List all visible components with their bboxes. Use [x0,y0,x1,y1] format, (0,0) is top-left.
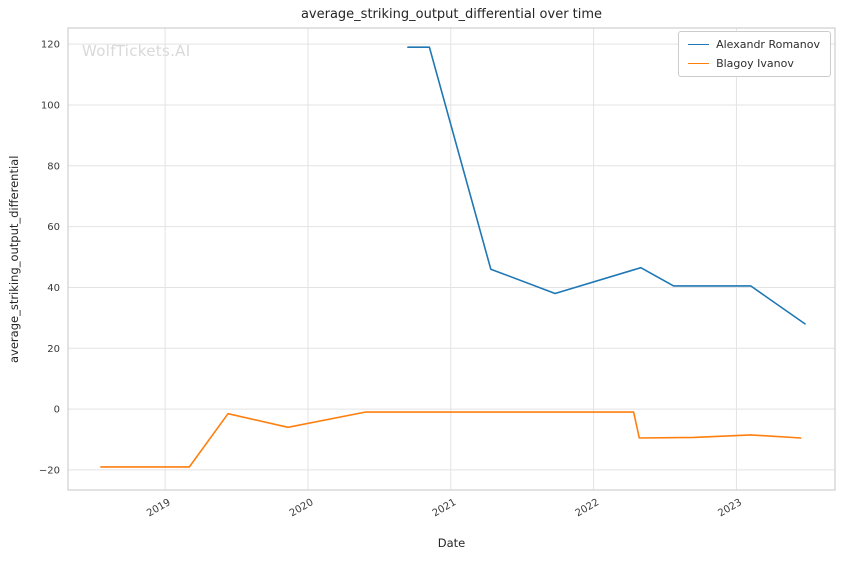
svg-text:−20: −20 [39,465,60,476]
legend-label: Alexandr Romanov [716,38,820,51]
svg-text:100: 100 [41,100,60,111]
svg-text:0: 0 [54,405,60,416]
svg-text:2022: 2022 [574,497,602,519]
legend-entry: Blagoy Ivanov [688,57,820,70]
svg-text:2019: 2019 [145,497,173,519]
svg-text:2023: 2023 [716,497,744,519]
legend: Alexandr Romanov Blagoy Ivanov [678,31,831,77]
x-axis-label: Date [437,536,466,550]
legend-line-swatch [688,63,710,64]
svg-text:60: 60 [47,222,60,233]
svg-text:80: 80 [47,161,60,172]
svg-text:20: 20 [47,344,60,355]
legend-entry: Alexandr Romanov [688,38,820,51]
legend-label: Blagoy Ivanov [716,57,794,70]
watermark: WolfTickets.AI [82,42,191,60]
svg-text:120: 120 [41,40,60,51]
svg-text:2021: 2021 [431,497,459,519]
chart-title: average_striking_output_differential ove… [300,7,603,22]
legend-line-swatch [688,44,710,45]
svg-text:40: 40 [47,283,60,294]
svg-text:2020: 2020 [288,497,316,519]
